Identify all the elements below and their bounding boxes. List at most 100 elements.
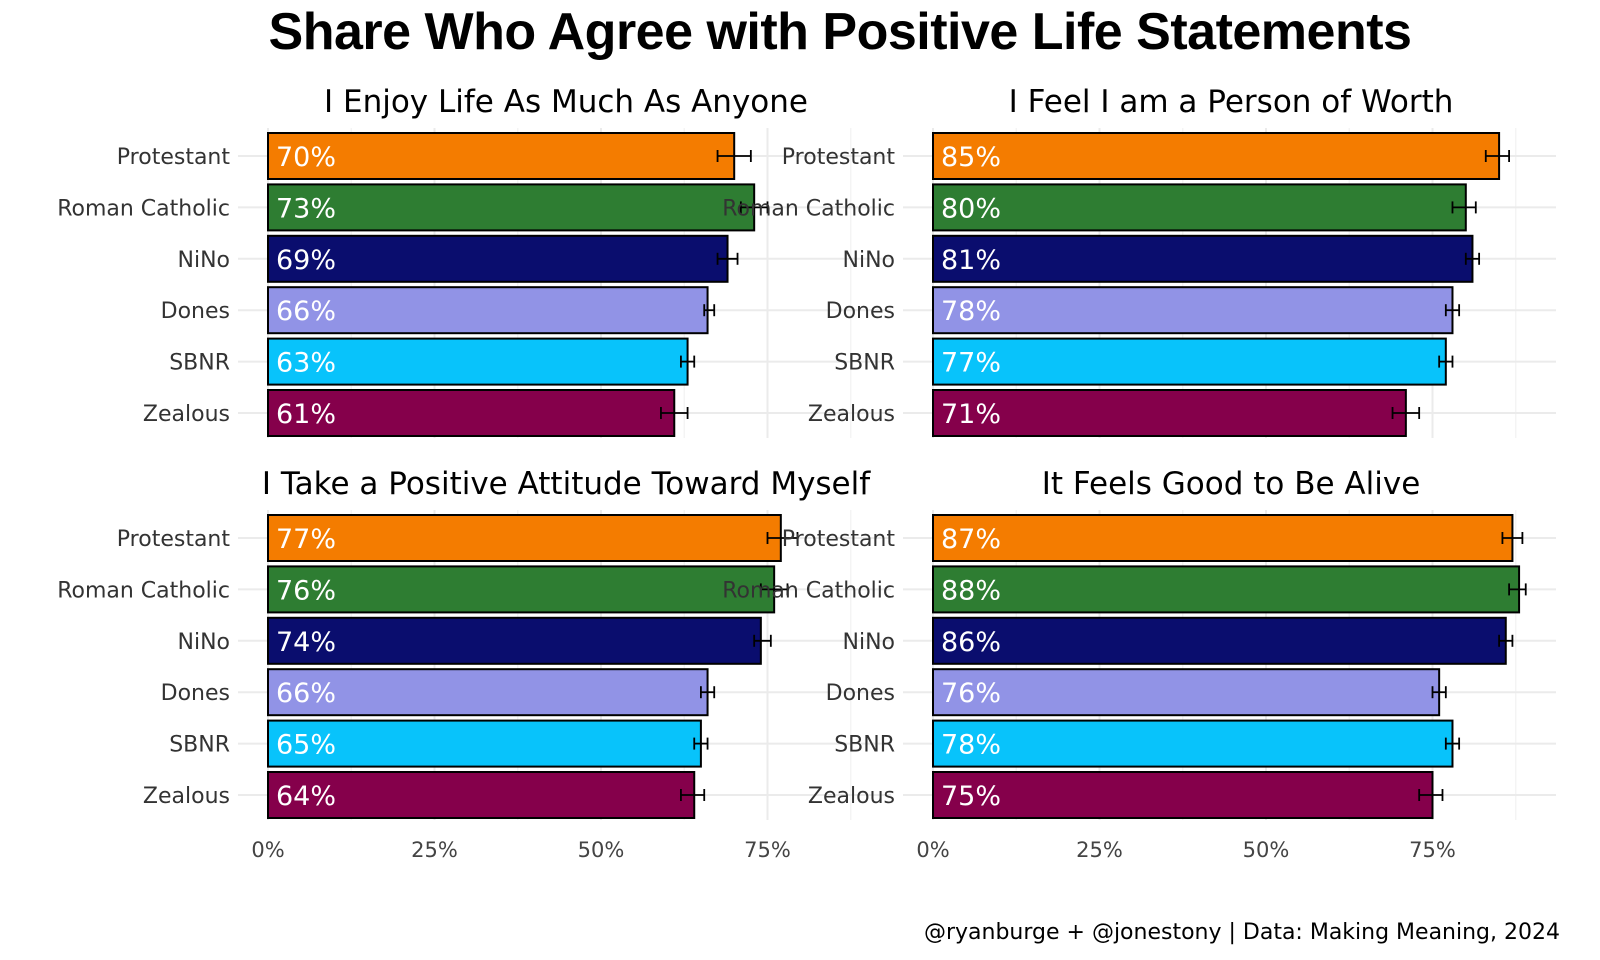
panel-title: It Feels Good to Be Alive xyxy=(1042,466,1421,502)
category-label: SBNR xyxy=(169,733,230,758)
data-label: 74% xyxy=(276,627,336,658)
error-bar xyxy=(680,355,696,368)
x-tick-label: 75% xyxy=(744,838,791,862)
category-label: Protestant xyxy=(117,145,231,170)
data-label: 80% xyxy=(941,193,1001,224)
error-bar xyxy=(716,252,739,265)
bar-protestant xyxy=(932,514,1514,562)
bar-dones xyxy=(932,668,1441,717)
category-label: SBNR xyxy=(834,733,895,758)
error-bar xyxy=(1464,252,1481,265)
bar-roman-catholic xyxy=(932,183,1467,232)
error-bar xyxy=(766,532,799,544)
data-label: 81% xyxy=(941,245,1001,276)
category-label: Zealous xyxy=(143,784,230,809)
error-bar xyxy=(680,789,706,801)
panel-3: I Take a Positive Attitude Toward Myself… xyxy=(57,466,891,862)
x-tick-label: 25% xyxy=(1076,838,1123,862)
error-bar xyxy=(703,304,716,317)
error-bar xyxy=(1444,304,1461,317)
bar-protestant xyxy=(267,132,736,180)
category-label: Protestant xyxy=(782,145,896,170)
bar-dones xyxy=(267,668,709,717)
category-label: NiNo xyxy=(843,630,896,655)
category-label: Dones xyxy=(161,299,230,324)
error-bar xyxy=(693,737,709,750)
data-label: 76% xyxy=(276,575,336,606)
category-label: Roman Catholic xyxy=(722,578,895,603)
category-label: Roman Catholic xyxy=(57,196,230,221)
x-tick-label: 50% xyxy=(578,838,625,862)
category-label: SBNR xyxy=(834,351,895,376)
bar-roman-catholic xyxy=(267,565,776,614)
data-label: 73% xyxy=(276,193,336,224)
error-bar xyxy=(1438,355,1454,368)
data-label: 64% xyxy=(276,781,336,812)
panel-2: I Feel I am a Person of Worth 85% Protesta… xyxy=(722,84,1556,438)
error-bar xyxy=(1508,583,1527,596)
category-label: Protestant xyxy=(782,527,896,552)
category-label: Dones xyxy=(161,681,230,706)
x-tick-label: 0% xyxy=(251,838,284,862)
bar-zealous xyxy=(932,389,1407,437)
bar-zealous xyxy=(267,771,696,819)
x-tick-label: 0% xyxy=(916,838,949,862)
panel-4: It Feels Good to Be Alive 87% Protestant 88… xyxy=(722,466,1556,862)
category-label: Dones xyxy=(826,299,895,324)
error-bar xyxy=(1431,686,1447,699)
error-bar xyxy=(716,150,752,162)
bar-zealous xyxy=(267,389,676,437)
category-label: NiNo xyxy=(178,630,231,655)
data-label: 86% xyxy=(941,627,1001,658)
bar-dones xyxy=(267,286,709,335)
data-label: 88% xyxy=(941,575,1001,606)
data-label: 66% xyxy=(276,296,336,327)
caption: @ryanburge + @jonestony | Data: Making M… xyxy=(923,920,1560,945)
data-label: 87% xyxy=(941,524,1001,555)
data-label: 63% xyxy=(276,348,336,379)
bar-protestant xyxy=(932,132,1501,180)
data-label: 66% xyxy=(276,678,336,709)
data-label: 61% xyxy=(276,399,336,430)
category-label: Zealous xyxy=(143,402,230,427)
error-bar xyxy=(660,407,689,419)
data-label: 76% xyxy=(941,678,1001,709)
chart-title: Share Who Agree with Positive Life State… xyxy=(268,3,1412,61)
error-bar xyxy=(700,686,716,699)
bar-protestant xyxy=(267,514,782,562)
category-label: Dones xyxy=(826,681,895,706)
data-label: 77% xyxy=(276,524,336,555)
panel-title: I Enjoy Life As Much As Anyone xyxy=(324,84,808,120)
category-label: NiNo xyxy=(178,248,231,273)
error-bar xyxy=(1501,532,1524,544)
data-label: 71% xyxy=(941,399,1001,430)
bar-sbnr xyxy=(267,719,702,768)
data-label: 65% xyxy=(276,730,336,761)
data-label: 78% xyxy=(941,730,1001,761)
error-bar xyxy=(753,634,772,647)
bar-sbnr xyxy=(932,719,1454,768)
error-bar xyxy=(1451,201,1477,214)
category-label: Zealous xyxy=(808,402,895,427)
category-label: Roman Catholic xyxy=(57,578,230,603)
category-label: Zealous xyxy=(808,784,895,809)
bar-dones xyxy=(932,286,1454,335)
bar-nino xyxy=(932,234,1474,283)
category-label: NiNo xyxy=(843,248,896,273)
data-label: 77% xyxy=(941,348,1001,379)
error-bar xyxy=(1484,150,1510,162)
data-label: 78% xyxy=(941,296,1001,327)
error-bar xyxy=(1444,737,1461,750)
error-bar xyxy=(1418,789,1444,801)
bar-roman-catholic xyxy=(932,565,1521,614)
x-tick-label: 50% xyxy=(1243,838,1290,862)
bar-zealous xyxy=(932,771,1434,819)
error-bar xyxy=(1498,634,1514,647)
bar-roman-catholic xyxy=(267,183,756,232)
data-label: 85% xyxy=(941,142,1001,173)
bar-nino xyxy=(267,234,729,283)
bar-nino xyxy=(267,616,762,665)
category-label: SBNR xyxy=(169,351,230,376)
error-bar xyxy=(1391,407,1421,419)
data-label: 69% xyxy=(276,245,336,276)
